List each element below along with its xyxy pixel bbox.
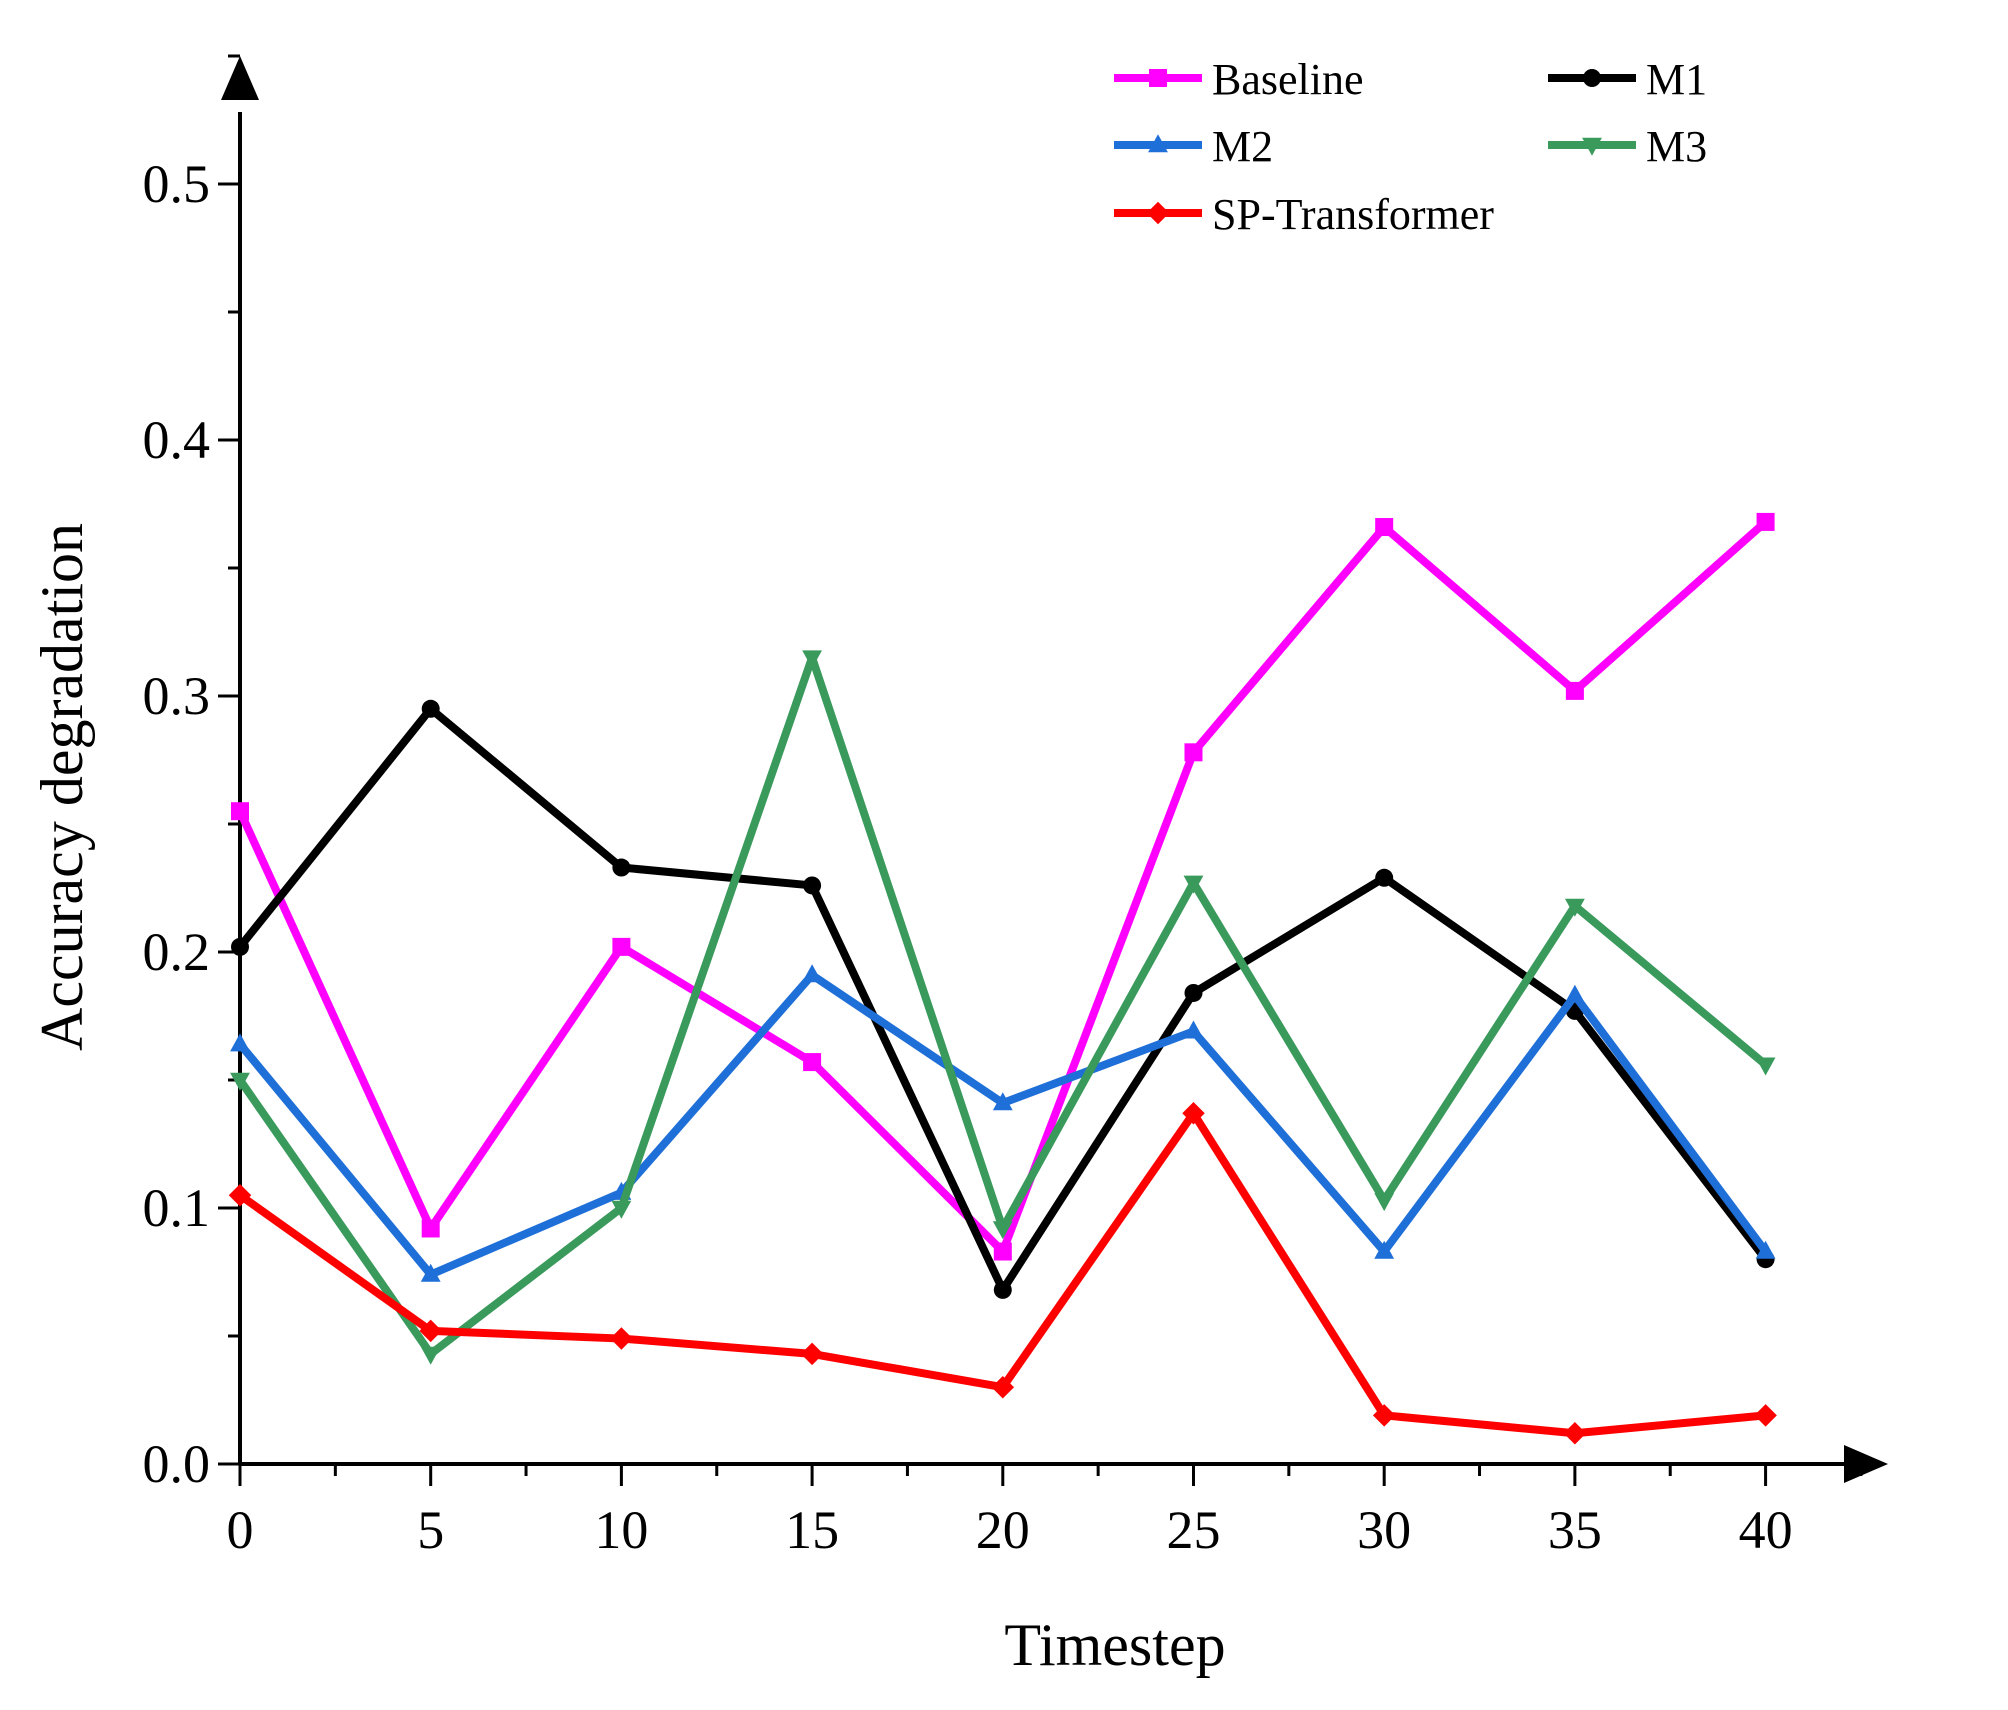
series-sp-transformer [228, 1102, 1777, 1445]
data-point-m3 [802, 650, 822, 669]
series-layer [228, 512, 1777, 1445]
data-point-sp-transformer [1754, 1404, 1777, 1427]
legend-label: M3 [1646, 122, 1707, 171]
data-point-m1 [993, 1280, 1012, 1299]
data-point-sp-transformer [800, 1342, 824, 1366]
x-tick-label: 30 [1357, 1500, 1411, 1560]
series-line-m1 [236, 704, 1769, 1294]
x-tick-label: 35 [1548, 1500, 1602, 1560]
data-point-m2 [802, 964, 822, 983]
x-tick-label: 0 [227, 1500, 254, 1560]
legend-label: SP-Transformer [1212, 190, 1494, 239]
y-tick-label: 0.5 [143, 154, 211, 214]
y-tick-label: 0.1 [143, 1178, 211, 1238]
data-point-m2 [1183, 1020, 1204, 1039]
series-line-baseline [236, 518, 1769, 1256]
data-point-m2 [1374, 1240, 1395, 1259]
legend-item-sp-transformer: SP-Transformer [1114, 190, 1494, 239]
x-axis-title: Timestep [1004, 1612, 1225, 1678]
data-point-m1 [421, 699, 440, 718]
data-point-m3 [1564, 898, 1585, 917]
legend-item-m3: M3 [1548, 122, 1707, 171]
legend-swatch-marker [1583, 69, 1601, 87]
y-tick-label: 0.2 [143, 922, 211, 982]
data-point-sp-transformer [419, 1319, 442, 1343]
y-tick-label: 0.3 [143, 666, 211, 726]
data-point-baseline [612, 937, 631, 956]
legend-item-m2: M2 [1114, 122, 1273, 171]
series-m1 [231, 699, 1775, 1299]
legend: Baseline M1 M2 M3 SP-Transformer [1114, 55, 1707, 239]
data-point-sp-transformer [610, 1327, 633, 1350]
legend-label: M1 [1646, 55, 1707, 104]
y-axis-arrow [221, 56, 259, 100]
legend-swatch-marker [1146, 201, 1170, 225]
series-baseline [231, 512, 1775, 1261]
legend-item-baseline: Baseline [1114, 55, 1364, 104]
series-m2 [230, 964, 1776, 1282]
data-point-m3 [1374, 1193, 1395, 1212]
data-point-m3 [992, 1221, 1013, 1240]
legend-swatch-marker [1582, 137, 1602, 156]
data-point-baseline [1756, 512, 1775, 531]
axes: 0 5 10 15 20 25 30 35 40 0.0 0.1 0.2 0.3 0.4 0.5 [143, 54, 1888, 1560]
x-tick-label: 40 [1739, 1500, 1793, 1560]
data-point-m2 [230, 1033, 250, 1052]
data-point-m2 [1755, 1240, 1776, 1259]
data-point-sp-transformer [1182, 1102, 1205, 1125]
legend-swatch-marker [1148, 134, 1168, 153]
data-point-m1 [1184, 983, 1203, 1002]
data-point-baseline [1184, 743, 1203, 762]
data-point-m3 [1183, 875, 1204, 894]
x-tick-label: 5 [417, 1500, 444, 1560]
x-tick-label: 10 [594, 1500, 648, 1560]
data-point-baseline [1375, 518, 1394, 537]
data-point-m1 [803, 876, 822, 895]
data-point-m1 [1375, 868, 1394, 887]
legend-item-m1: M1 [1548, 55, 1707, 104]
data-point-baseline [1565, 681, 1584, 700]
series-m3 [230, 650, 1776, 1365]
data-point-m3 [1755, 1057, 1776, 1076]
data-point-m2 [1564, 984, 1585, 1003]
data-point-m3 [420, 1346, 441, 1365]
data-point-sp-transformer [1372, 1404, 1396, 1427]
y-axis-title: Accuracy degradation [29, 523, 95, 1051]
data-point-baseline [993, 1242, 1012, 1261]
x-axis-arrow [1844, 1445, 1888, 1483]
legend-label: Baseline [1212, 55, 1364, 104]
data-point-m1 [612, 858, 631, 877]
y-tick-label: 0.0 [143, 1434, 211, 1494]
data-point-baseline [231, 802, 249, 821]
x-tick-label: 20 [976, 1500, 1030, 1560]
data-point-sp-transformer [991, 1375, 1015, 1399]
data-point-baseline [421, 1219, 440, 1238]
data-point-m2 [420, 1263, 441, 1282]
data-point-sp-transformer [1563, 1422, 1587, 1445]
x-tick-label: 15 [785, 1500, 839, 1560]
y-tick-label: 0.4 [143, 410, 211, 470]
data-point-m1 [231, 937, 249, 956]
x-tick-label: 25 [1166, 1500, 1220, 1560]
legend-swatch-marker [1149, 69, 1167, 87]
data-point-m3 [611, 1200, 632, 1219]
data-point-baseline [803, 1053, 822, 1072]
data-point-sp-transformer [228, 1183, 252, 1207]
data-point-m3 [230, 1072, 250, 1091]
data-point-m2 [992, 1092, 1013, 1111]
legend-label: M2 [1212, 122, 1273, 171]
